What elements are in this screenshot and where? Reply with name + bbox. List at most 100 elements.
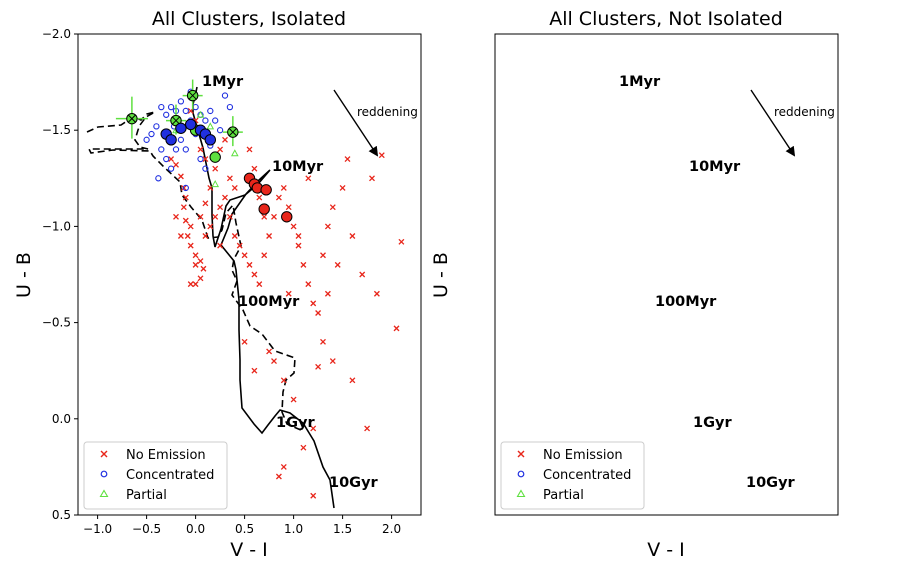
point-no-emission	[200, 265, 207, 272]
x-tick-label: 0.5	[235, 522, 254, 536]
point-no-emission	[212, 165, 219, 172]
point-no-emission	[275, 194, 282, 201]
point-no-emission	[192, 261, 199, 268]
x-tick-label: −1.0	[83, 522, 112, 536]
point-no-emission	[285, 290, 292, 297]
point-no-emission	[251, 165, 258, 172]
point-no-emission	[275, 473, 282, 480]
y-axis-label: U - B	[430, 252, 452, 298]
point-no-emission	[393, 325, 400, 332]
point-no-emission	[349, 233, 356, 239]
point-concentrated	[163, 111, 170, 118]
point-no-emission	[266, 348, 273, 355]
point-no-emission	[320, 338, 326, 345]
highlight-cross	[128, 114, 136, 123]
highlighted-points	[115, 79, 293, 223]
point-partial	[230, 149, 239, 157]
point-no-emission	[202, 156, 209, 163]
plot-frame	[494, 33, 839, 516]
point-no-emission	[236, 242, 243, 249]
point-no-emission	[217, 146, 224, 153]
point-concentrated	[182, 146, 189, 153]
point-no-emission	[329, 204, 336, 211]
point-no-emission	[280, 184, 287, 191]
point-no-emission	[315, 310, 322, 316]
point-no-emission	[251, 271, 258, 278]
point-no-emission	[173, 161, 179, 168]
point-no-emission	[177, 233, 184, 239]
panel-title: All Clusters, Isolated	[152, 8, 346, 30]
point-no-emission	[177, 173, 184, 180]
point-no-emission	[364, 425, 371, 432]
point-no-emission	[182, 194, 189, 201]
legend-marker-partial	[516, 489, 526, 498]
point-no-emission	[300, 261, 307, 268]
point-concentrated	[177, 98, 185, 105]
point-no-emission	[305, 175, 312, 182]
legend: No Emission Concentrated Partial	[500, 441, 645, 510]
point-no-emission	[207, 223, 214, 230]
x-tick-label: 1.5	[333, 522, 352, 536]
evolution-track	[86, 86, 335, 509]
point-no-emission	[180, 204, 187, 211]
point-no-emission	[378, 152, 385, 159]
legend: No Emission Concentrated Partial	[83, 441, 228, 510]
point-no-emission	[373, 290, 380, 297]
point-concentrated	[177, 136, 185, 143]
reddening-label: reddening	[357, 105, 418, 119]
point-no-emission	[212, 213, 219, 220]
y-tick-label: 0.5	[52, 508, 71, 522]
point-no-emission	[324, 290, 331, 297]
highlight-point	[204, 134, 217, 146]
track-label-1myr: 1Myr	[619, 74, 661, 90]
highlight-cross	[228, 128, 237, 136]
track-solid	[192, 86, 335, 509]
y-tick-label: 0.0	[52, 412, 71, 426]
point-concentrated	[207, 107, 214, 115]
point-no-emission	[256, 194, 263, 201]
point-concentrated	[153, 123, 160, 130]
point-no-emission	[217, 242, 224, 249]
highlight-cross	[172, 116, 180, 125]
point-no-emission	[280, 463, 287, 470]
point-no-emission	[324, 223, 331, 230]
highlight-point	[209, 151, 221, 163]
reddening-label: reddening	[774, 105, 835, 119]
point-no-emission	[173, 213, 179, 220]
y-tick-label: −2.0	[42, 27, 71, 41]
legend-marker-no-emission	[100, 450, 108, 458]
point-no-emission	[231, 233, 238, 239]
panel-isolated: All Clusters, Isolated −1.0 −0.5 0.0 0.5 1.0…	[13, 8, 422, 561]
point-no-emission	[369, 175, 375, 182]
point-no-emission	[192, 281, 199, 288]
point-concentrated	[226, 103, 234, 111]
point-no-emission	[197, 275, 204, 282]
point-no-emission	[168, 156, 175, 163]
legend-marker-partial	[99, 489, 109, 498]
point-no-emission	[217, 204, 224, 211]
x-tick-label: −0.5	[132, 522, 161, 536]
reddening-arrow	[750, 89, 796, 157]
point-no-emission	[256, 281, 263, 288]
panel-title: All Clusters, Not Isolated	[549, 8, 783, 30]
x-axis-label: V - I	[647, 539, 685, 561]
legend-label-no-emission: No Emission	[126, 448, 206, 463]
point-no-emission	[197, 146, 204, 153]
point-concentrated	[158, 146, 165, 153]
point-no-emission	[261, 252, 268, 259]
point-concentrated	[221, 92, 229, 99]
point-concentrated	[158, 103, 165, 111]
track-label-10myr: 10Myr	[272, 159, 324, 175]
point-no-emission	[261, 213, 268, 220]
point-no-emission	[300, 444, 307, 451]
point-no-emission	[180, 184, 187, 191]
point-no-emission	[320, 252, 326, 259]
point-concentrated	[212, 117, 219, 124]
legend-marker-no-emission	[517, 450, 525, 458]
point-no-emission	[295, 242, 302, 249]
point-concentrated	[202, 165, 209, 172]
point-no-emission	[222, 194, 228, 201]
point-concentrated	[143, 136, 150, 143]
track-label-10gyr: 10Gyr	[746, 475, 796, 491]
